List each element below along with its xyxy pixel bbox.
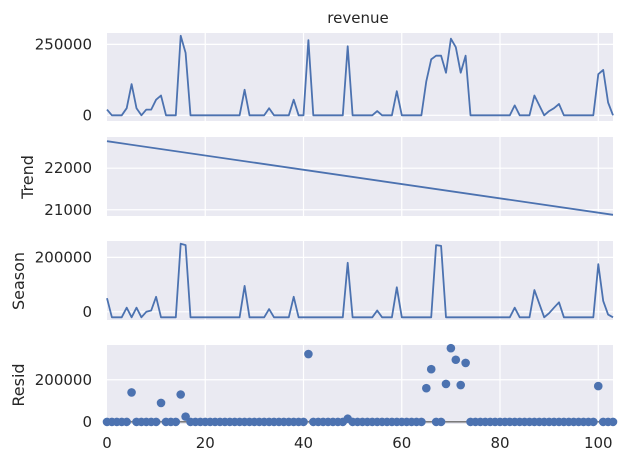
season-ylabel: Season bbox=[9, 252, 28, 310]
resid-point bbox=[127, 388, 136, 397]
revenue-line bbox=[106, 34, 614, 117]
resid-point bbox=[436, 417, 446, 427]
trend-ytick-label: 22000 bbox=[44, 159, 92, 177]
resid-point bbox=[151, 417, 161, 427]
resid-point bbox=[304, 349, 313, 359]
resid-plot-area bbox=[107, 345, 613, 424]
resid-point bbox=[441, 379, 451, 389]
revenue-plot-area bbox=[107, 33, 613, 121]
resid-point bbox=[608, 417, 618, 427]
resid-point bbox=[299, 417, 308, 427]
revenue-ytick-label: 250000 bbox=[35, 35, 92, 53]
resid-point bbox=[122, 417, 131, 427]
revenue-ytick-label: 0 bbox=[82, 106, 92, 124]
resid-ytick-label: 0 bbox=[82, 413, 92, 431]
trend-grid bbox=[107, 137, 613, 216]
resid-point bbox=[446, 343, 456, 353]
resid-ylabel: Resid bbox=[9, 363, 28, 406]
trend-line bbox=[106, 140, 614, 216]
revenue-panel: revenue 0 250000 bbox=[35, 9, 614, 124]
season-ytick-label: 0 bbox=[82, 303, 92, 321]
revenue-panel-title: revenue bbox=[327, 9, 388, 27]
xtick-label: 100 bbox=[584, 434, 613, 452]
resid-point bbox=[461, 358, 470, 368]
xtick-label: 80 bbox=[490, 434, 509, 452]
season-ytick-label: 200000 bbox=[35, 248, 92, 266]
trend-panel: Trend 21000 22000 bbox=[18, 137, 614, 219]
xtick-label: 40 bbox=[294, 434, 313, 452]
resid-point bbox=[426, 364, 436, 374]
season-plot-area bbox=[107, 241, 613, 320]
resid-series bbox=[102, 343, 618, 427]
resid-point bbox=[422, 383, 431, 393]
x-axis-ticks: 0 20 40 60 80 100 bbox=[102, 434, 612, 452]
revenue-y-ticks: 0 250000 bbox=[35, 35, 92, 124]
resid-point bbox=[451, 355, 461, 365]
resid-point bbox=[171, 417, 181, 427]
trend-ytick-label: 21000 bbox=[44, 201, 92, 219]
revenue-series bbox=[106, 34, 614, 117]
season-line bbox=[106, 242, 614, 319]
season-grid bbox=[107, 241, 613, 320]
resid-panel: Resid 0 200000 0 20 40 60 80 100 bbox=[9, 343, 618, 452]
trend-series bbox=[106, 140, 614, 216]
season-panel: Season 0 200000 bbox=[9, 241, 614, 321]
xtick-label: 60 bbox=[392, 434, 411, 452]
resid-point bbox=[456, 380, 466, 390]
resid-point bbox=[417, 417, 426, 427]
season-y-ticks: 0 200000 bbox=[35, 248, 92, 320]
resid-point bbox=[176, 390, 185, 399]
resid-point bbox=[589, 417, 598, 427]
trend-y-ticks: 21000 22000 bbox=[44, 159, 92, 219]
trend-ylabel: Trend bbox=[18, 155, 37, 200]
xtick-label: 0 bbox=[102, 434, 112, 452]
resid-y-ticks: 0 200000 bbox=[35, 371, 92, 431]
resid-point bbox=[156, 398, 166, 408]
resid-point bbox=[593, 381, 603, 391]
resid-ytick-label: 200000 bbox=[35, 371, 92, 389]
xtick-label: 20 bbox=[196, 434, 215, 452]
season-series bbox=[106, 242, 614, 319]
